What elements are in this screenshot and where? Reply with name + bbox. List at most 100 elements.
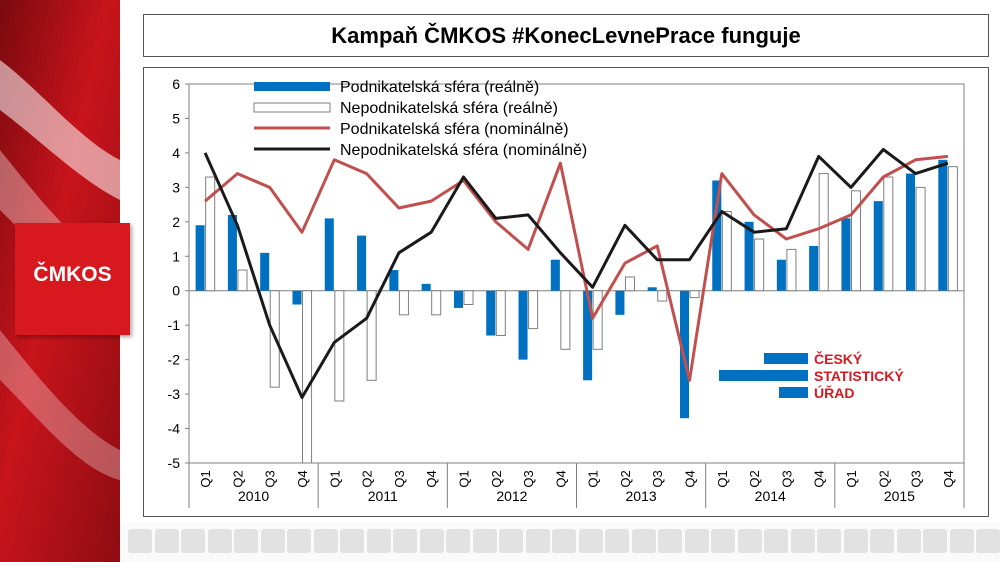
union-logo-icon: [260, 529, 285, 553]
bar-podnikatelska-realne: [550, 259, 560, 291]
bar-podnikatelska-realne: [421, 283, 431, 291]
union-logo-icon: [631, 529, 656, 553]
bar-podnikatelska-realne: [583, 290, 593, 381]
bar-podnikatelska-realne: [906, 173, 916, 291]
bar-nepodnikatelska-realne: [528, 290, 539, 330]
bar-nepodnikatelska-realne: [463, 290, 474, 306]
quarter-label: Q3: [779, 470, 794, 487]
bar-nepodnikatelska-realne: [302, 290, 313, 464]
bar-podnikatelska-realne: [389, 270, 399, 291]
year-label: 2014: [755, 488, 786, 504]
legend-label: Podnikatelská sféra (nominálně): [340, 121, 569, 138]
bar-nepodnikatelska-realne: [850, 190, 862, 292]
bar-nepodnikatelska-realne: [592, 290, 603, 350]
quarter-label: Q1: [327, 470, 342, 487]
logo-text: ČMKOS: [33, 263, 112, 286]
union-logo-icon: [737, 529, 762, 553]
legend-label: Podnikatelská sféra (reálně): [340, 79, 539, 96]
bar-nepodnikatelska-realne: [334, 290, 345, 402]
union-logo-icon: [128, 529, 152, 553]
bar-nepodnikatelska-realne: [237, 269, 248, 292]
union-logo-icon: [499, 529, 523, 553]
csu-logo-bar: [779, 387, 808, 398]
y-tick-label: 4: [172, 145, 180, 161]
union-logo-icon: [605, 529, 629, 553]
bar-nepodnikatelska-realne: [560, 290, 571, 350]
y-tick-label: -3: [168, 386, 181, 402]
quarter-label: Q1: [198, 470, 213, 487]
union-logo-icon: [181, 529, 205, 553]
bar-nepodnikatelska-realne: [205, 176, 216, 292]
chart-panel: 6 5 4 3 2 1 0 -1 -2 -3 -4 -5 Q1 Q2 Q3 Q4 Q1 Q2 Q3 Q4 Q1 Q2 Q3 Q…: [143, 67, 989, 517]
wage-growth-chart: 6 5 4 3 2 1 0 -1 -2 -3 -4 -5 Q1 Q2 Q3 Q4 Q1 Q2 Q3 Q4 Q1 Q2 Q3 Q…: [168, 76, 965, 508]
year-label: 2010: [238, 488, 269, 504]
quarter-label: Q1: [457, 470, 472, 487]
bar-nepodnikatelska-realne: [883, 176, 894, 292]
bar-podnikatelska-realne: [712, 180, 722, 291]
union-logo-icon: [896, 529, 921, 553]
union-logo-icon: [446, 529, 470, 553]
bar-nepodnikatelska-realne: [689, 290, 700, 299]
quarter-label: Q3: [263, 470, 278, 487]
union-logo-icon: [870, 529, 894, 553]
union-logo-icon: [658, 529, 682, 553]
bar-podnikatelska-realne: [776, 259, 786, 291]
union-logo-icon: [393, 529, 417, 553]
bar-podnikatelska-realne: [292, 290, 302, 305]
quarter-label: Q2: [747, 470, 762, 487]
union-logo-icon: [207, 529, 232, 553]
union-logo-icon: [790, 529, 815, 553]
y-tick-label: 5: [172, 110, 180, 126]
legend-swatch: [253, 102, 331, 113]
union-logo-icon: [711, 529, 735, 553]
bar-nepodnikatelska-realne: [398, 290, 409, 316]
quarter-label: Q4: [812, 470, 827, 487]
year-label: 2015: [884, 488, 915, 504]
quarter-label: Q3: [909, 470, 924, 487]
bar-podnikatelska-realne: [809, 245, 819, 291]
year-label: 2013: [626, 488, 657, 504]
bar-podnikatelska-realne: [227, 214, 237, 291]
csu-logo-bar: [764, 353, 808, 364]
bar-podnikatelska-realne: [615, 290, 625, 315]
y-tick-label: -4: [168, 421, 181, 437]
legend-label: Nepodnikatelská sféra (reálně): [340, 100, 558, 117]
union-logo-icon: [578, 529, 603, 553]
quarter-label: Q3: [392, 470, 407, 487]
bar-nepodnikatelska-realne: [947, 166, 958, 292]
bar-podnikatelska-realne: [744, 221, 754, 291]
quarter-label: Q4: [295, 470, 310, 487]
quarter-label: Q1: [586, 470, 601, 487]
y-tick-label: 3: [172, 179, 180, 195]
bar-nepodnikatelska-realne: [366, 290, 377, 381]
legend-swatch: [254, 82, 330, 91]
y-tick-label: -5: [168, 455, 181, 471]
line-podnikatelska-nominalne: [204, 154, 949, 382]
union-logo-icon: [313, 529, 338, 553]
bar-nepodnikatelska-realne: [915, 186, 926, 292]
quarter-label: Q2: [489, 470, 504, 487]
quarter-label: Q2: [618, 470, 633, 487]
csu-logo-bar: [719, 370, 808, 381]
line-nepodnikatelska-nominalne: [203, 148, 949, 399]
bar-podnikatelska-realne: [324, 218, 334, 291]
quarter-label: Q4: [941, 470, 956, 487]
bar-podnikatelska-realne: [873, 201, 883, 291]
quarter-label: Q2: [360, 470, 375, 487]
legend-label: Nepodnikatelská sféra (nominálně): [340, 142, 587, 159]
bar-podnikatelska-realne: [518, 290, 528, 360]
union-logo-icon: [764, 529, 788, 553]
quarter-label: Q2: [876, 470, 891, 487]
union-logo-icon: [976, 529, 1000, 553]
union-logo-icon: [366, 529, 391, 553]
bar-podnikatelska-realne: [195, 225, 205, 291]
bar-nepodnikatelska-realne: [495, 290, 506, 337]
union-logo-icon: [843, 529, 868, 553]
quarter-label: Q4: [424, 470, 439, 487]
union-logo-icon: [234, 529, 258, 553]
union-logo-icon: [817, 529, 841, 553]
bar-nepodnikatelska-realne: [721, 210, 732, 292]
csu-logo-text: ČESKÝ: [814, 350, 863, 367]
y-tick-label: 2: [172, 214, 180, 230]
union-logo-icon: [340, 529, 364, 553]
